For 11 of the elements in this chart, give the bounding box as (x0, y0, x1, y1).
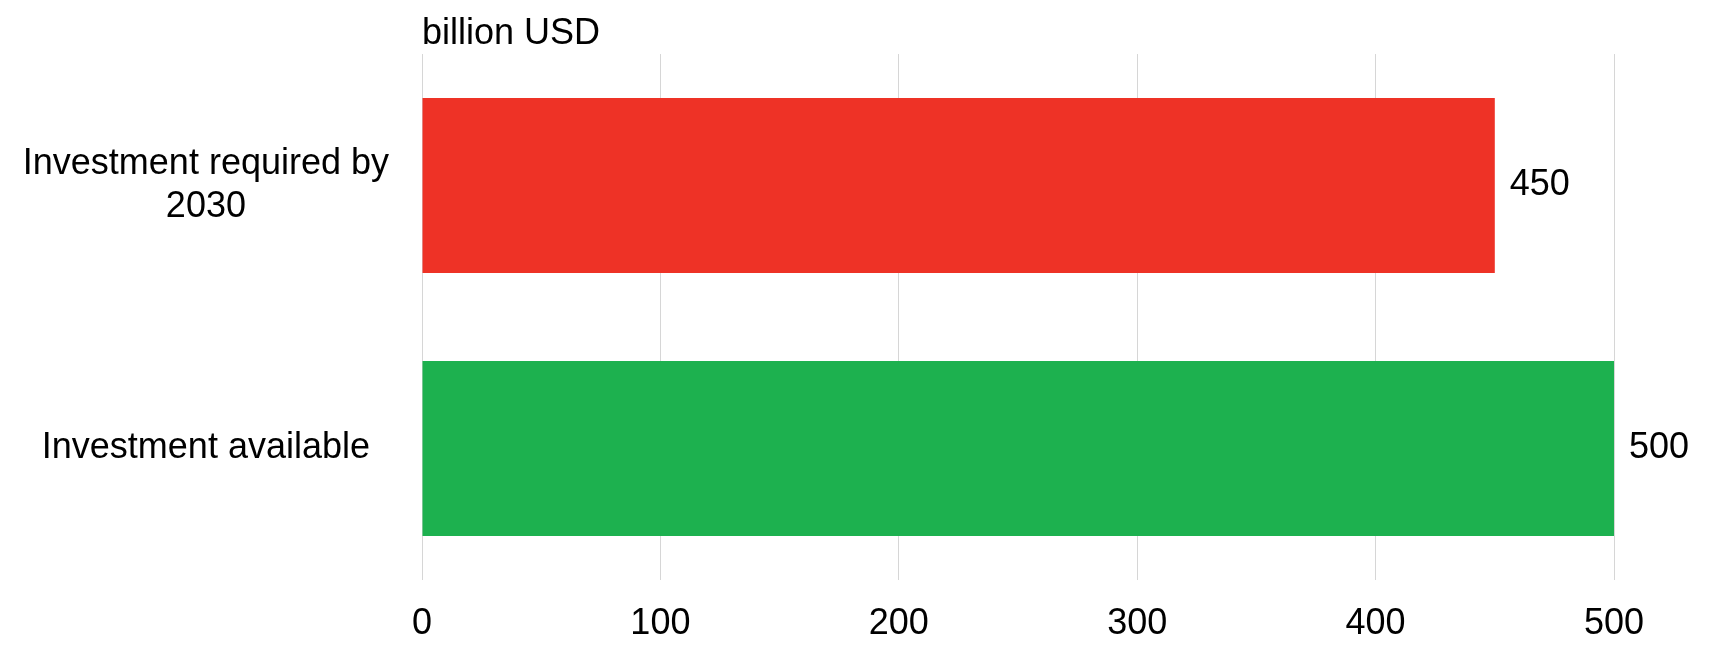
x-tick-label: 300 (1107, 600, 1168, 642)
x-tick-label: 400 (1345, 600, 1406, 642)
x-tick-label: 500 (1583, 600, 1645, 642)
x-tick-label: 200 (868, 600, 929, 642)
y-tick-label: Investment available (41, 425, 370, 467)
data-label: 500 (1629, 425, 1690, 467)
data-label: 450 (1509, 162, 1570, 204)
x-axis-title: billion USD (422, 11, 601, 53)
y-tick-label: Investment required by 2030 (22, 141, 389, 225)
x-tick-label: 100 (630, 600, 691, 642)
x-tick-label: 0 (411, 600, 433, 642)
